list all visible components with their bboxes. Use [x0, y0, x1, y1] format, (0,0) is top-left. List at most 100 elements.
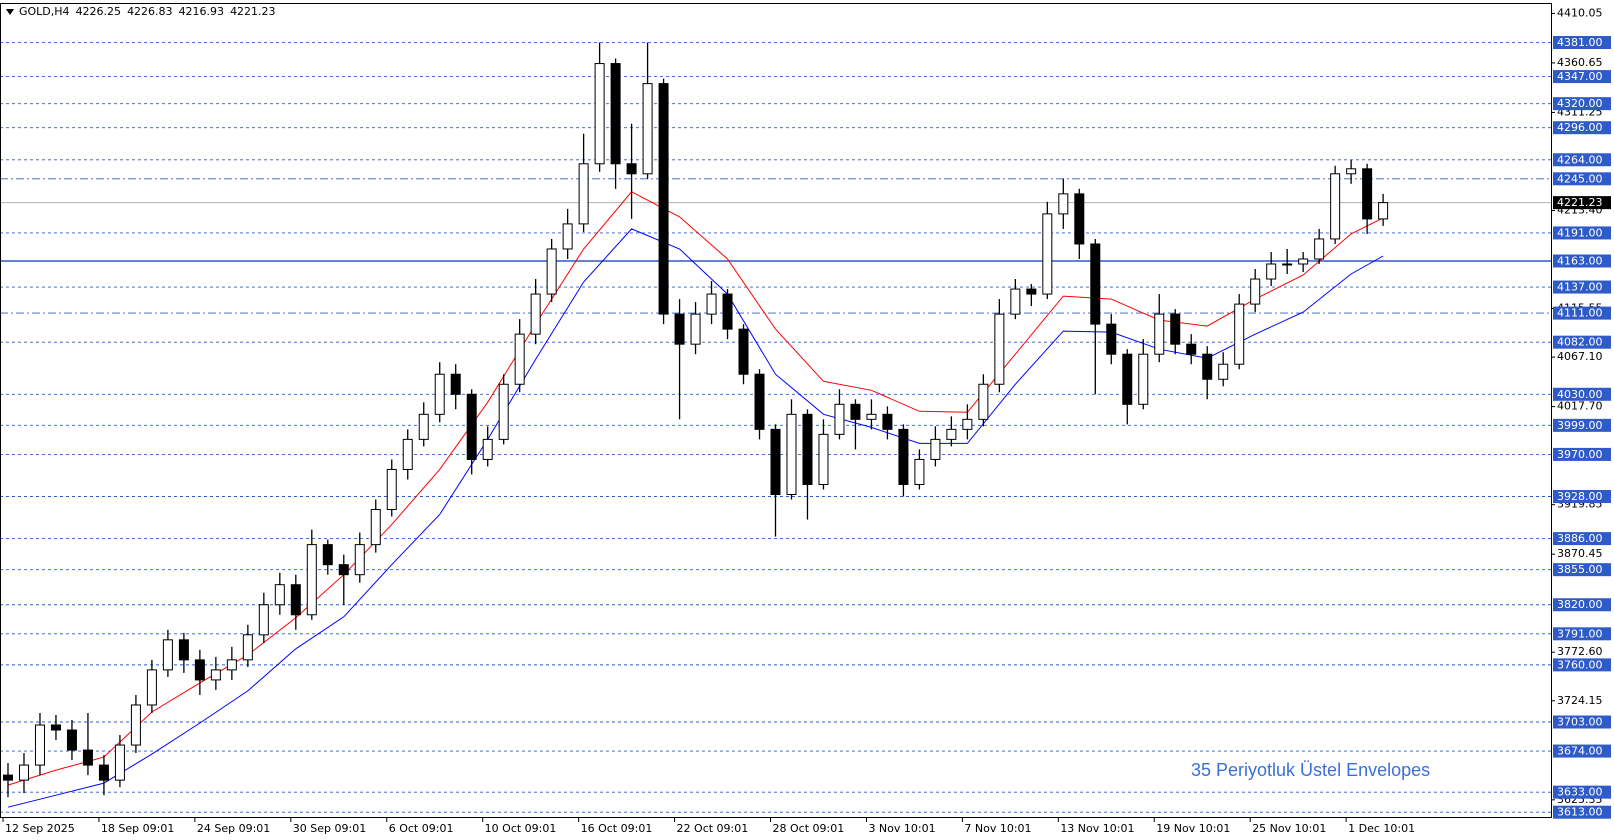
candle-body	[1042, 213, 1053, 295]
candle-body	[754, 373, 765, 430]
header-value: 4216.93	[179, 5, 225, 18]
price-level-box	[1553, 785, 1611, 799]
candle-body	[466, 393, 477, 460]
price-level-label: 3633.00	[1557, 786, 1603, 799]
candle-body	[162, 639, 173, 671]
header-value: 4226.25	[76, 5, 122, 18]
candle-body	[338, 564, 349, 576]
candle-body	[178, 639, 189, 661]
candle-body	[530, 293, 541, 335]
candle-body	[546, 248, 557, 295]
candle-body	[834, 403, 845, 435]
candle-body	[130, 704, 141, 746]
candle-body	[738, 328, 749, 375]
candle-body	[882, 413, 893, 430]
x-tick-label: 16 Oct 09:01	[581, 822, 653, 835]
price-level-box	[1553, 715, 1611, 729]
price-level-label: 4381.00	[1557, 36, 1603, 49]
candle-body	[114, 744, 125, 781]
price-level-box	[1553, 121, 1611, 135]
envelope-line	[7, 228, 1384, 808]
candle-body	[626, 163, 637, 175]
candle-body	[1026, 288, 1037, 295]
header-value: 4226.83	[127, 5, 173, 18]
price-level-label: 4320.00	[1557, 97, 1603, 110]
candle-body	[1330, 173, 1341, 240]
candle-body	[866, 413, 877, 420]
price-level-box	[1553, 627, 1611, 641]
price-level-box	[1553, 36, 1611, 50]
price-level-box	[1553, 563, 1611, 577]
candle-body	[146, 669, 157, 706]
candle-body	[210, 669, 221, 681]
candle-body	[274, 584, 285, 606]
candle-body	[1378, 202, 1389, 220]
candle-body	[1154, 313, 1165, 355]
candle-body	[1266, 263, 1277, 280]
candle-body	[50, 724, 61, 731]
axis-layer: 4410.054360.654311.254213.404115.554067.…	[2, 6, 1611, 835]
candle-body	[82, 749, 93, 766]
candle-body	[226, 659, 237, 671]
price-level-box	[1553, 70, 1611, 84]
candle-body	[418, 413, 429, 440]
y-tick-label: 3772.60	[1557, 645, 1603, 658]
menu-triangle	[6, 9, 14, 15]
price-level-box	[1553, 744, 1611, 758]
x-tick-label: 30 Sep 09:01	[293, 822, 366, 835]
candle-body	[354, 544, 365, 576]
candle-body	[498, 383, 509, 440]
candle-body	[1202, 353, 1213, 380]
y-tick-label: 4360.65	[1557, 56, 1603, 69]
candle-body	[706, 293, 717, 315]
price-level-label: 4264.00	[1557, 153, 1603, 166]
price-level-box	[1553, 226, 1611, 240]
x-tick-label: 18 Sep 09:01	[101, 822, 174, 835]
x-tick-label: 28 Oct 09:01	[773, 822, 845, 835]
candle-body	[290, 584, 301, 616]
candle-body	[850, 403, 861, 420]
candle-body	[482, 438, 493, 460]
candle-body	[578, 163, 589, 225]
candle-body	[370, 509, 381, 546]
candle-body	[34, 724, 45, 766]
price-level-box	[1553, 418, 1611, 432]
candle-body	[1250, 278, 1261, 305]
price-level-label: 4030.00	[1557, 388, 1603, 401]
x-tick-label: 13 Nov 10:01	[1060, 822, 1134, 835]
candle-body	[1058, 193, 1069, 215]
x-tick-label: 25 Nov 10:01	[1252, 822, 1326, 835]
price-level-box	[1553, 280, 1611, 294]
candle-body	[98, 764, 109, 781]
candle-body	[242, 634, 253, 661]
candle-body	[1234, 303, 1245, 365]
price-level-label: 4137.00	[1557, 281, 1603, 294]
candle-body	[786, 413, 797, 496]
candle-body	[322, 544, 333, 566]
candle-body	[1346, 168, 1357, 175]
candle-body	[690, 313, 701, 345]
candle-body	[562, 223, 573, 250]
candle-body	[514, 333, 525, 385]
price-level-box	[1553, 598, 1611, 612]
candle-body	[930, 438, 941, 460]
price-level-box	[1553, 254, 1611, 268]
price-level-label: 3886.00	[1557, 532, 1603, 545]
price-level-box	[1553, 306, 1611, 320]
candle-body	[610, 63, 621, 165]
x-tick-label: 22 Oct 09:01	[677, 822, 749, 835]
candle-body	[2, 774, 13, 781]
price-level-box	[1553, 172, 1611, 186]
price-level-label: 3820.00	[1557, 598, 1603, 611]
candle-body	[1106, 323, 1117, 355]
candle-body	[1010, 288, 1021, 315]
x-tick-label: 19 Nov 10:01	[1156, 822, 1230, 835]
y-tick-label: 4017.70	[1557, 400, 1603, 413]
price-level-label: 3928.00	[1557, 490, 1603, 503]
candle-body	[1186, 343, 1197, 355]
candle-body	[1074, 193, 1085, 245]
price-level-label: 4111.00	[1557, 307, 1603, 320]
price-level-label: 4347.00	[1557, 70, 1603, 83]
candle-body	[1314, 238, 1325, 260]
x-tick-label: 10 Oct 09:01	[485, 822, 557, 835]
